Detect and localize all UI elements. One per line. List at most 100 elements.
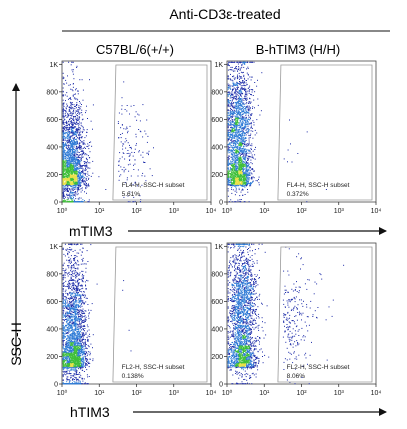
event-point [72,145,74,146]
event-point [251,127,253,129]
event-point [76,175,78,177]
event-point [62,139,64,141]
event-point [81,176,83,178]
event-point [228,179,230,181]
event-point [77,167,79,168]
event-point [76,146,78,148]
event-point [141,184,143,186]
event-point [89,79,90,81]
event-point [77,109,79,111]
event-point [67,153,69,155]
event-point [125,182,127,184]
event-point [72,113,74,115]
event-point [241,173,243,175]
event-point [80,197,82,199]
event-point [73,186,75,188]
event-point [239,171,241,173]
event-point [84,181,86,182]
event-point [84,143,86,145]
event-point [242,133,244,135]
event-point [77,163,79,165]
event-point [237,199,239,201]
event-point [78,188,79,190]
event-point [73,169,74,171]
event-point [62,151,64,153]
event-point [240,85,242,87]
event-point [231,192,233,194]
event-point [240,172,242,174]
event-point [245,99,247,101]
event-point [68,155,70,157]
event-point [242,113,244,115]
event-point [234,162,236,164]
event-point [79,102,81,104]
event-point [238,67,240,69]
event-point [245,90,247,92]
event-point [71,150,73,152]
event-point [229,179,231,181]
event-point [62,105,64,107]
event-point [251,76,253,78]
event-point [67,160,69,162]
event-point [78,107,80,109]
event-point [84,137,86,139]
event-point [70,197,72,199]
event-point [239,165,240,167]
event-point [86,192,87,194]
event-point [70,129,72,131]
event-point [240,144,242,145]
event-point [239,94,241,96]
event-point [238,111,240,113]
event-point [245,107,247,109]
event-point [78,145,80,146]
event-point [229,162,231,164]
event-point [237,134,239,136]
event-point [82,179,83,181]
event-point [239,83,241,85]
event-point [231,142,233,144]
event-point [83,178,85,180]
event-point [231,129,233,131]
event-point [69,140,70,142]
event-point [231,117,233,118]
event-point [69,110,71,112]
event-point [80,124,82,126]
event-point [72,167,74,169]
event-point [227,102,229,104]
event-point [253,170,255,172]
event-point [239,134,241,135]
event-point [243,112,245,114]
event-point [66,92,68,94]
event-point [70,194,72,196]
event-point [127,142,129,144]
event-point [85,178,87,180]
event-point [71,156,73,158]
event-point [63,103,65,105]
event-point [245,82,247,84]
event-point [246,169,248,171]
event-point [66,184,67,186]
event-point [240,95,242,97]
event-point [235,91,237,93]
event-point [239,164,241,166]
event-point [236,145,238,147]
event-point [65,125,67,126]
event-point [228,65,230,67]
event-point [237,181,239,183]
event-point [65,182,67,183]
event-point [257,104,259,106]
event-point [131,151,133,153]
event-point [233,160,235,161]
event-point [148,150,150,152]
event-point [228,102,230,104]
event-point [235,83,237,85]
event-point [68,191,69,193]
event-point [62,196,64,198]
event-point [62,193,64,195]
event-point [64,161,66,163]
event-point [72,162,74,164]
event-point [241,149,243,151]
event-point [71,103,72,105]
event-point [68,110,70,112]
event-point [229,152,231,154]
